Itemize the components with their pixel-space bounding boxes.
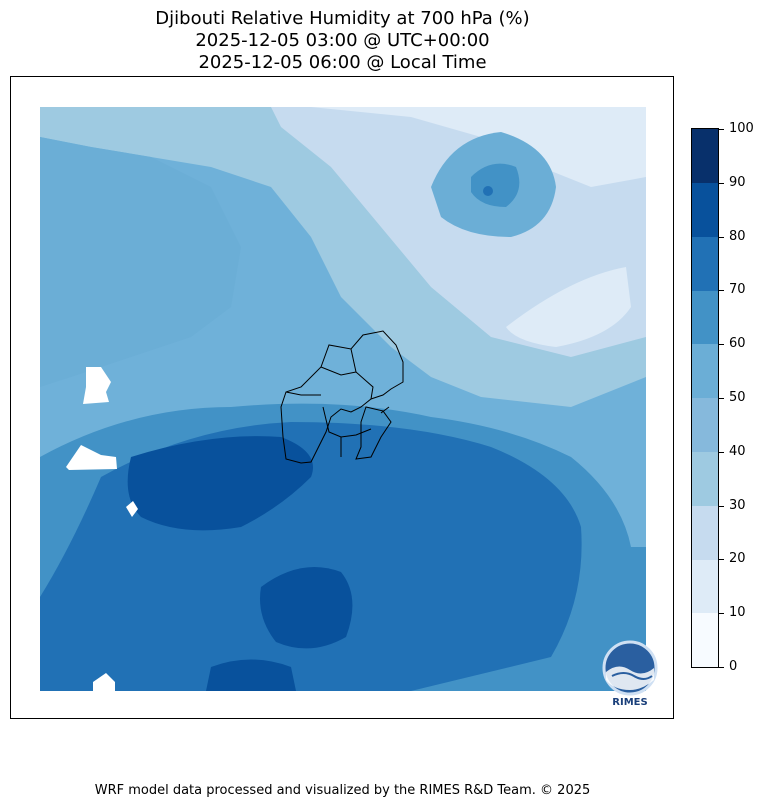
colorbar-tick-label: 20	[729, 551, 746, 566]
logo-text: RIMES	[612, 697, 648, 708]
humidity-zone-20	[311, 107, 646, 187]
colorbar-segment	[692, 182, 718, 237]
humidity-zone-20-east	[506, 267, 631, 347]
humidity-zone-50-west	[40, 137, 241, 387]
humidity-zone-70-north	[483, 186, 493, 196]
colorbar-tick	[719, 398, 724, 399]
missing-data-patch	[83, 367, 111, 404]
humidity-map	[40, 107, 646, 691]
colorbar-segment	[692, 344, 718, 399]
missing-data-patch	[66, 445, 117, 470]
colorbar-segment	[692, 613, 718, 668]
colorbar-segment	[692, 505, 718, 560]
colorbar-tick	[719, 559, 724, 560]
humidity-zone-80-core	[127, 436, 314, 531]
missing-data-patch	[93, 673, 115, 691]
colorbar-tick	[719, 237, 724, 238]
colorbar-tick-label: 60	[729, 336, 746, 351]
map-panel	[10, 76, 674, 719]
colorbar-tick-label: 0	[729, 659, 738, 674]
colorbar-segment	[692, 398, 718, 452]
colorbar-tick	[719, 452, 724, 453]
rimes-logo: RIMES	[598, 640, 662, 708]
map-title: Djibouti Relative Humidity at 700 hPa (%…	[155, 8, 530, 29]
humidity-zone-80-edge	[206, 659, 296, 691]
colorbar-tick	[719, 129, 724, 130]
colorbar-segment	[692, 129, 718, 183]
humidity-zone-80-south	[260, 567, 353, 649]
humidity-zone-60-north	[471, 163, 520, 207]
colorbar-tick-label: 30	[729, 498, 746, 513]
colorbar-tick	[719, 183, 724, 184]
colorbar-tick	[719, 344, 724, 345]
colorbar-tick-label: 90	[729, 175, 746, 190]
utc-time: 2025-12-05 03:00 @ UTC+00:00	[195, 30, 490, 51]
djibouti-border	[280, 330, 404, 464]
rimes-emblem-icon	[602, 640, 658, 696]
colorbar-tick	[719, 506, 724, 507]
local-time: 2025-12-05 06:00 @ Local Time	[198, 52, 487, 73]
missing-data-patch	[126, 501, 138, 517]
colorbar-segment	[692, 236, 718, 291]
colorbar-tick-label: 100	[729, 121, 754, 136]
colorbar-tick-label: 40	[729, 444, 746, 459]
colorbar-tick	[719, 613, 724, 614]
colorbar-tick-label: 70	[729, 282, 746, 297]
colorbar-tick-label: 50	[729, 390, 746, 405]
colorbar-segment	[692, 451, 718, 506]
colorbar-tick-label: 10	[729, 605, 746, 620]
colorbar	[691, 128, 719, 668]
colorbar-segment	[692, 290, 718, 345]
colorbar-tick-label: 80	[729, 229, 746, 244]
colorbar-tick	[719, 667, 724, 668]
colorbar-segment	[692, 559, 718, 614]
colorbar-tick	[719, 290, 724, 291]
footer-credit: WRF model data processed and visualized …	[94, 783, 591, 798]
